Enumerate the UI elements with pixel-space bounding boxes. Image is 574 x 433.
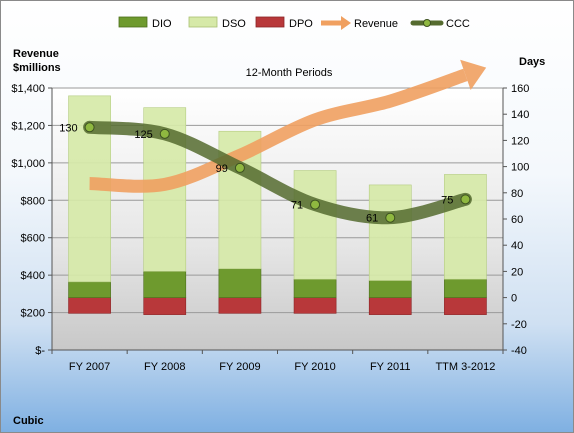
bar-dpo [218,297,262,314]
right-tick-label: 60 [511,214,523,226]
bar-dso [293,170,337,280]
ccc-point [84,122,95,133]
left-tick-label: $1,200 [11,120,45,132]
right-tick-label: 160 [511,83,529,95]
right-tick-label: 40 [511,240,523,252]
bar-dso [368,184,412,281]
legend-swatch [118,16,148,28]
bar-dio [68,281,111,298]
ccc-data-label: 71 [291,200,303,212]
ccc-data-label: 75 [441,194,453,206]
ccc-point [234,162,245,173]
left-axis-title-line1: Revenue [13,48,59,60]
right-tick-label: -20 [511,319,527,331]
revenue-arrowhead [460,59,487,91]
right-tick-label: 100 [511,162,529,174]
left-tick-label: $1,400 [11,83,45,95]
legend-label: DIO [152,18,172,30]
legend-swatch [255,16,285,28]
legend: DIO DSO DPO Revenue CCC [118,16,470,30]
legend-label: DSO [222,18,246,30]
ccc-data-label: 125 [134,129,152,141]
right-tick-label: 80 [511,188,523,200]
bar-dpo [68,297,111,314]
right-axis-title: Days [519,56,545,68]
left-tick-label: $400 [21,270,45,282]
revenue-line [89,68,468,193]
legend-arrowhead [341,16,351,30]
ccc-point [159,128,170,139]
legend-label: CCC [446,18,470,30]
bar-dpo [368,297,412,315]
axes: $- $200 $400 $600 $800 $1,000 $1,200 $1,400 -40 -… [11,83,529,373]
legend-label: DPO [289,18,313,30]
bar-dpo [444,297,487,315]
bar-dio [218,268,262,298]
left-tick-label: $- [35,345,45,357]
right-tick-label: 20 [511,266,523,278]
right-tick-label: -40 [511,345,527,357]
x-tick-label: FY 2007 [69,361,110,373]
chart-title: 12-Month Periods [246,67,333,79]
bar-dio [143,271,187,298]
company-name: Cubic [13,415,44,427]
ccc-data-label: 61 [366,213,378,225]
ccc-point [310,199,321,210]
left-axis-title-line2: $millions [13,62,61,74]
bar-dso [444,174,487,280]
bar-dpo [293,297,337,314]
legend-marker [423,19,431,27]
right-tick-label: 120 [511,135,529,147]
left-tick-label: $1,000 [11,158,45,170]
x-tick-label: TTM 3-2012 [435,361,495,373]
left-tick-label: $600 [21,233,45,245]
ccc-point [385,212,396,223]
x-tick-label: FY 2008 [144,361,185,373]
ccc-data-label: 130 [59,122,77,134]
bar-dio [368,280,412,298]
right-tick-label: 140 [511,109,529,121]
legend-swatch [188,16,218,28]
lines: 130 125 99 71 61 75 [59,59,487,225]
bar-dio [293,278,337,298]
x-tick-label: FY 2010 [294,361,335,373]
ccc-data-label: 99 [216,163,228,175]
left-tick-label: $200 [21,308,45,320]
x-tick-label: FY 2009 [219,361,260,373]
bar-dpo [143,297,187,315]
legend-label: Revenue [354,18,398,30]
x-tick-label: FY 2011 [370,361,411,373]
ccc-point [460,194,471,205]
right-tick-label: 0 [511,293,517,305]
bar-dio [444,278,487,298]
left-tick-label: $800 [21,195,45,207]
